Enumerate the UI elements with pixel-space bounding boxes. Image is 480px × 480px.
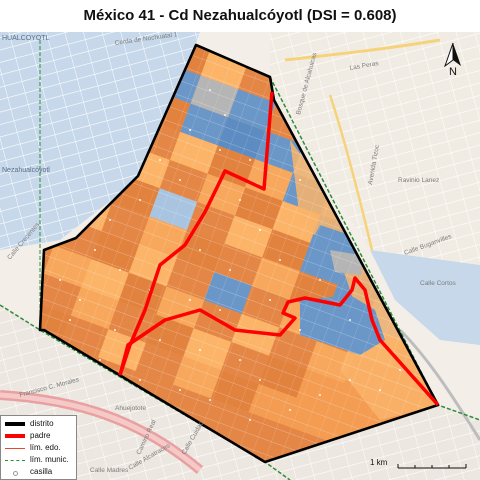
legend-swatch-casilla xyxy=(13,471,18,476)
padre-line-south xyxy=(118,276,440,407)
highway-road-inner xyxy=(0,392,202,472)
north-arrow-icon xyxy=(443,42,461,68)
legend-swatch-distrito xyxy=(5,422,25,426)
legend-item-lim-edo: lím. edo. xyxy=(3,442,77,454)
legend-swatch-lim-munic xyxy=(5,460,25,461)
rail-line xyxy=(398,328,480,441)
road-east xyxy=(328,94,374,251)
north-arrow: N xyxy=(441,42,465,82)
outside-blue-area-east xyxy=(370,250,480,345)
legend-label-lim-munic: lím. munic. xyxy=(30,455,69,464)
casilla-dots xyxy=(59,89,401,421)
legend-label-distrito: distrito xyxy=(30,419,54,428)
north-letter: N xyxy=(449,66,457,78)
map-canvas[interactable]: HUALCOYOTL Cerda de Nochuatal 1 Las Pera… xyxy=(0,32,480,480)
legend-swatch-lim-edo xyxy=(5,448,25,449)
legend-swatch-padre xyxy=(5,434,25,438)
scale-bar-label: 1 km xyxy=(370,458,388,467)
scale-bar: 1 km xyxy=(370,458,470,476)
scale-bar-graphic xyxy=(397,464,467,469)
padre-line-west xyxy=(118,91,274,376)
map-svg xyxy=(0,32,480,480)
map-legend: distrito padre lím. edo. lím. munic. cas… xyxy=(0,415,77,480)
legend-item-distrito: distrito xyxy=(3,418,77,430)
outside-streets-west xyxy=(0,32,200,250)
legend-label-padre: padre xyxy=(30,431,51,440)
legend-label-lim-edo: lím. edo. xyxy=(30,443,61,452)
outside-streets-south xyxy=(0,305,480,480)
legend-item-casilla: casilla xyxy=(3,466,77,478)
map-title: México 41 - Cd Nezahualcóyotl (DSI = 0.6… xyxy=(83,7,397,24)
road-north-east xyxy=(284,38,441,62)
outside-streets-north-east xyxy=(270,32,480,265)
legend-item-lim-munic: lím. munic. xyxy=(3,454,77,466)
legend-label-casilla: casilla xyxy=(30,467,53,476)
legend-item-padre: padre xyxy=(3,430,77,442)
